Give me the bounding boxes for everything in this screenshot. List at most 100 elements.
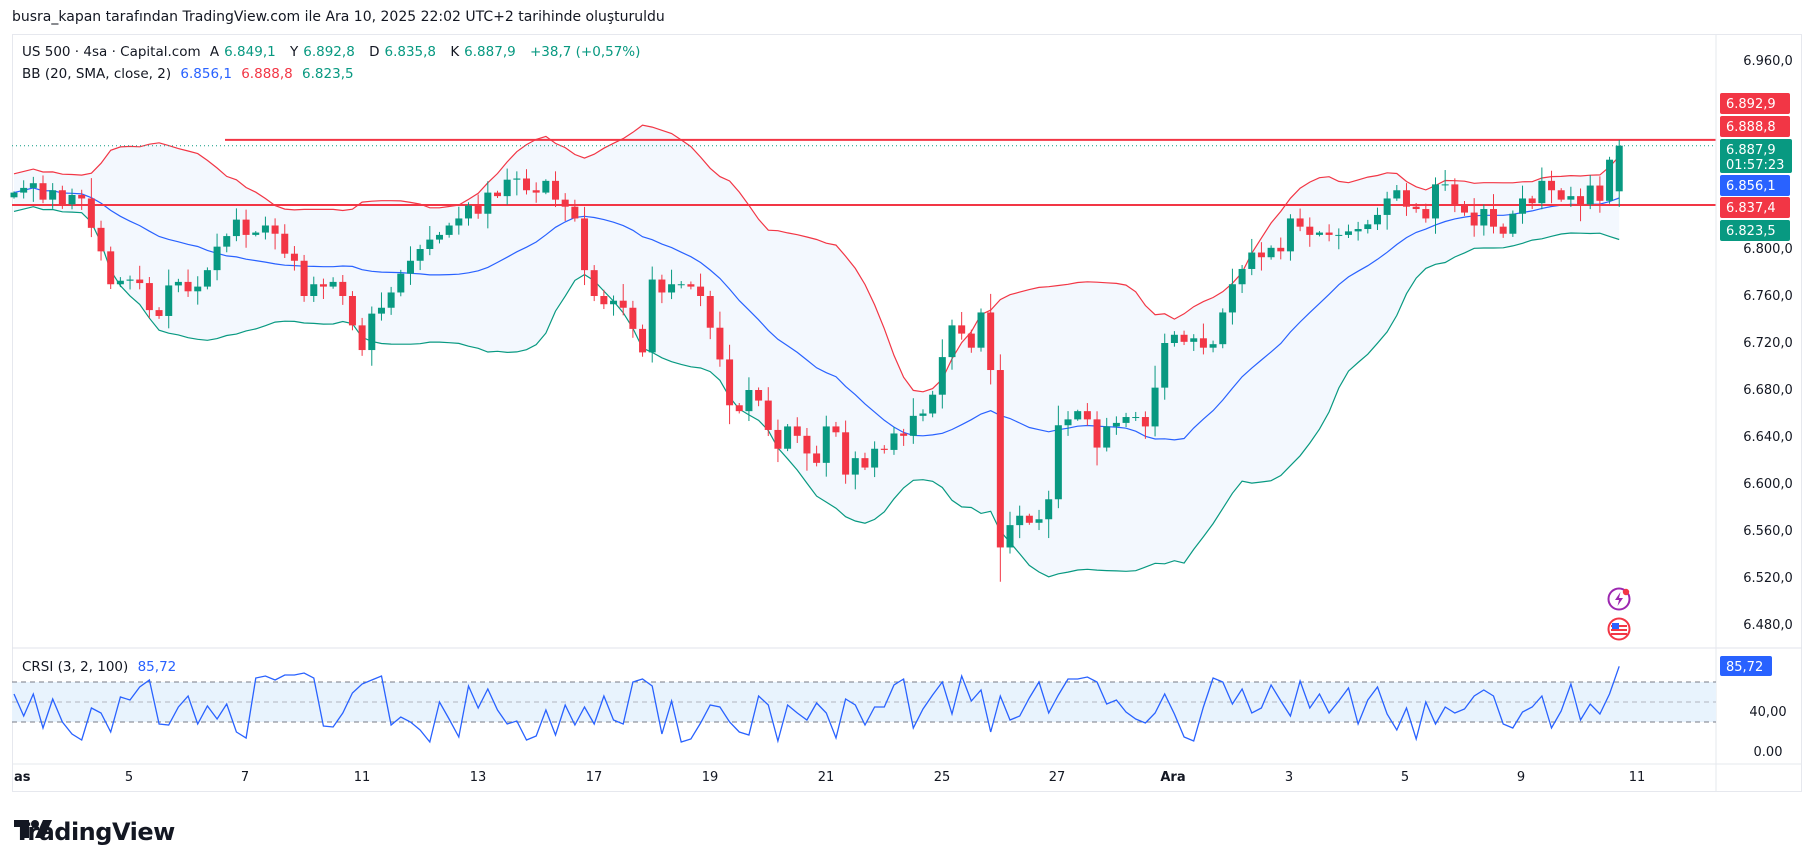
candle-body xyxy=(532,190,540,193)
candle-body xyxy=(929,394,937,414)
open-label: A xyxy=(209,44,220,60)
candle xyxy=(271,218,279,250)
candle xyxy=(1393,185,1401,201)
candle xyxy=(1538,167,1546,210)
candle-body xyxy=(1412,206,1420,210)
candle xyxy=(203,267,211,290)
price-tick-label: 6.960,0 xyxy=(1743,54,1793,69)
candle xyxy=(416,244,424,271)
candle xyxy=(49,183,57,209)
open-value: 6.849,1 xyxy=(224,44,276,60)
candle-body xyxy=(1103,426,1111,448)
candle-body xyxy=(1470,212,1478,226)
candle xyxy=(1364,219,1372,234)
price-tag-label: 6.888,8 xyxy=(1726,120,1776,135)
price-tag-label: 6.892,9 xyxy=(1726,97,1776,112)
candle xyxy=(503,168,511,205)
candle xyxy=(1412,202,1420,213)
crsi-line xyxy=(13,666,1620,744)
candle-body xyxy=(1083,411,1091,420)
candle xyxy=(774,419,782,463)
candle-body xyxy=(116,280,124,285)
candle xyxy=(174,278,182,293)
candle-body xyxy=(871,448,879,468)
candle xyxy=(687,281,695,290)
time-tick-label: 7 xyxy=(241,770,249,785)
candle xyxy=(532,182,540,203)
crsi-legend[interactable]: CRSI (3, 2, 100) 85,72 xyxy=(22,659,181,675)
time-tick-label: as xyxy=(14,770,31,785)
tradingview-logo[interactable]: TradingView xyxy=(14,818,175,846)
candle xyxy=(87,178,95,238)
candle-body xyxy=(1257,252,1265,258)
candle xyxy=(842,420,850,484)
candle xyxy=(319,278,327,300)
candle xyxy=(890,427,898,455)
candle xyxy=(329,277,337,289)
candle-body xyxy=(29,183,37,188)
price-tick-label: 6.640,0 xyxy=(1743,430,1793,445)
candle-body xyxy=(1393,190,1401,199)
candle-body xyxy=(261,225,269,233)
candle-body xyxy=(20,187,28,193)
candle xyxy=(1228,268,1236,325)
lightning-alert-icon[interactable] xyxy=(1606,586,1632,612)
candle-body xyxy=(126,279,134,281)
time-tick-label: 21 xyxy=(818,770,835,785)
candle xyxy=(1248,238,1256,276)
candle xyxy=(1441,170,1449,191)
candle xyxy=(871,441,879,478)
candle-body xyxy=(774,429,782,449)
candle xyxy=(600,289,608,310)
chart-frame xyxy=(12,34,1802,792)
candle xyxy=(1064,411,1072,436)
high-value: 6.892,8 xyxy=(303,44,355,60)
tradingview-logo-icon xyxy=(14,820,52,838)
time-tick-label: 3 xyxy=(1285,770,1293,785)
candle xyxy=(155,307,163,319)
us-flag-icon[interactable] xyxy=(1606,616,1632,642)
bb-legend[interactable]: BB (20, SMA, close, 2) 6.856,1 6.888,8 6… xyxy=(22,66,359,82)
candle-body xyxy=(1499,226,1507,234)
candle-body xyxy=(1577,196,1585,205)
candle-body xyxy=(668,284,676,293)
candle-body xyxy=(735,405,743,412)
candle-body xyxy=(1238,268,1246,285)
candle-body xyxy=(136,279,144,284)
candle xyxy=(281,224,289,259)
candle-body xyxy=(571,206,579,219)
candle-body xyxy=(755,390,763,401)
candle-body xyxy=(948,325,956,358)
candle xyxy=(39,175,47,204)
candle-body xyxy=(49,190,57,200)
candle-body xyxy=(610,300,618,305)
candle-body xyxy=(513,178,521,180)
ohlc-open: A 6.849,1 xyxy=(210,44,281,60)
candle-body xyxy=(1064,419,1072,426)
candle xyxy=(1335,228,1343,250)
bb-name[interactable]: BB (20, SMA, close, 2) xyxy=(22,66,172,82)
candle xyxy=(1325,224,1333,242)
candle xyxy=(252,231,260,237)
candle xyxy=(581,206,589,286)
bb-upper-line xyxy=(13,124,1620,393)
candle-body xyxy=(1016,515,1024,526)
candle xyxy=(697,273,705,307)
symbol-legend[interactable]: US 500 · 4sa · Capital.com A 6.849,1 Y 6.8… xyxy=(22,44,645,60)
candle-body xyxy=(590,270,598,296)
candle xyxy=(1451,178,1459,213)
candle-body xyxy=(842,432,850,475)
symbol-name[interactable]: US 500 · 4sa · Capital.com xyxy=(22,44,201,60)
candle-body xyxy=(107,251,115,285)
candle-body xyxy=(445,225,453,235)
candle xyxy=(97,220,105,261)
candle xyxy=(377,292,385,321)
crsi-name[interactable]: CRSI (3, 2, 100) xyxy=(22,659,129,675)
candle xyxy=(426,226,434,256)
price-tick-label: 6.480,0 xyxy=(1743,618,1793,633)
candle xyxy=(996,354,1004,582)
candle xyxy=(1431,177,1439,234)
candle xyxy=(1490,194,1498,234)
candle xyxy=(880,445,888,454)
